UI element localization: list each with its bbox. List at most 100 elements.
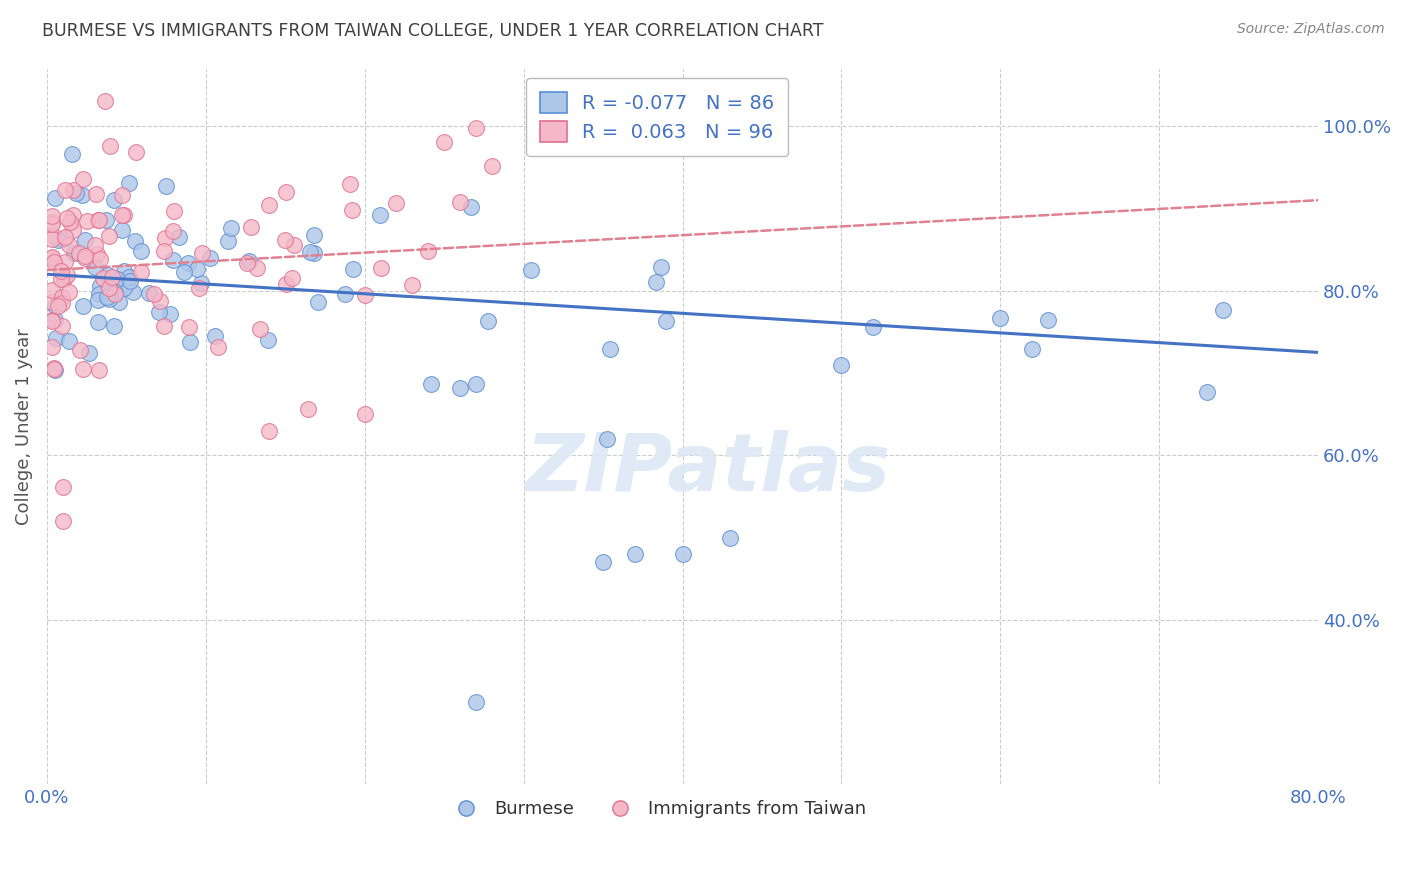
Point [101,270,124,285]
Point [148,305,170,319]
Point [1195,385,1218,400]
Point [44,312,66,326]
Point [86,187,108,202]
Point [188,281,211,295]
Point [44,299,66,313]
Point [52,514,75,528]
Point [274,234,297,248]
Point [370,208,392,222]
Point [149,293,172,308]
Point [41,313,63,327]
Point [162,224,184,238]
Point [97,228,120,243]
Point [131,244,153,259]
Point [353,288,375,302]
Point [177,255,200,269]
Point [58,285,80,300]
Point [76,214,98,228]
Point [169,229,191,244]
Point [353,407,375,421]
Point [239,219,262,234]
Point [89,212,111,227]
Point [249,321,271,335]
Text: BURMESE VS IMMIGRANTS FROM TAIWAN COLLEGE, UNDER 1 YEAR CORRELATION CHART: BURMESE VS IMMIGRANTS FROM TAIWAN COLLEG… [42,22,824,40]
Point [98,281,121,295]
Point [86,247,108,261]
Point [73,234,96,248]
Point [58,238,80,252]
Point [129,265,152,279]
Point [72,171,94,186]
Text: Source: ZipAtlas.com: Source: ZipAtlas.com [1237,22,1385,37]
Point [118,274,141,288]
Y-axis label: College, Under 1 year: College, Under 1 year [15,328,32,524]
Point [104,285,127,299]
Point [44,362,66,376]
Point [299,245,322,260]
Point [75,249,97,263]
Point [276,186,298,200]
Text: ZIPatlas: ZIPatlas [526,431,890,508]
Point [77,345,100,359]
Point [118,270,141,285]
Point [988,311,1011,326]
Point [238,253,260,268]
Point [302,246,325,260]
Point [1036,313,1059,327]
Point [219,221,242,235]
Point [45,331,67,345]
Point [41,284,63,298]
Point [108,294,131,309]
Point [297,401,319,416]
Point [124,234,146,248]
Point [143,287,166,301]
Point [186,262,208,277]
Point [42,361,65,376]
Point [246,260,269,275]
Point [198,252,221,266]
Point [125,145,148,159]
Point [155,179,177,194]
Point [1021,342,1043,356]
Point [41,251,63,265]
Point [46,234,69,248]
Point [339,177,361,191]
Point [112,208,135,222]
Point [342,261,364,276]
Point [862,320,884,334]
Point [62,208,84,222]
Point [111,188,134,202]
Point [94,95,117,109]
Point [44,254,66,268]
Point [281,271,304,285]
Point [83,238,105,252]
Point [465,376,488,391]
Point [671,547,693,561]
Point [100,285,122,300]
Point [465,695,488,709]
Point [418,244,440,259]
Point [599,343,621,357]
Point [41,214,63,228]
Point [51,318,73,333]
Point [65,186,87,201]
Point [162,253,184,268]
Point [259,424,281,438]
Point [41,232,63,246]
Point [152,244,174,259]
Point [51,295,73,310]
Point [217,234,239,248]
Point [333,287,356,301]
Point [111,208,134,222]
Point [86,315,108,329]
Point [56,211,79,226]
Point [41,209,63,223]
Point [204,328,226,343]
Point [69,343,91,357]
Point [655,314,678,328]
Point [236,256,259,270]
Point [138,286,160,301]
Point [87,213,110,227]
Point [62,183,84,197]
Point [70,188,93,202]
